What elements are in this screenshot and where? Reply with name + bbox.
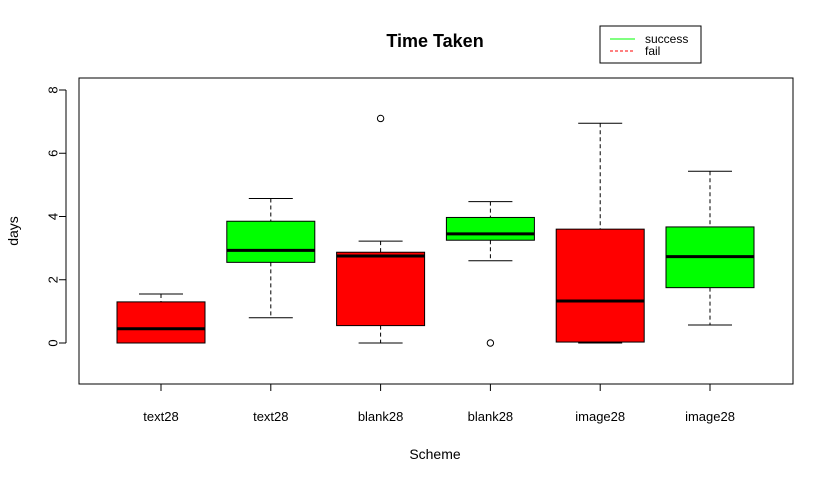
box-success-image28	[665, 170, 755, 326]
box-fail-text28	[116, 293, 206, 344]
x-tick-label: text28	[143, 409, 178, 424]
box-rect	[555, 228, 645, 343]
box-fail-blank28	[336, 114, 426, 344]
x-axis-label: Scheme	[409, 446, 461, 462]
y-tick-label: 6	[46, 150, 61, 157]
legend-label-fail: fail	[645, 44, 660, 58]
box-rect	[116, 301, 206, 344]
box-rect	[336, 251, 426, 327]
chart-title: Time Taken	[386, 31, 483, 51]
x-tick-label: image28	[685, 409, 735, 424]
x-tick-label: image28	[575, 409, 625, 424]
box-rect	[445, 216, 535, 241]
box-success-blank28	[445, 201, 535, 347]
y-axis-label: days	[5, 216, 21, 246]
box-rect	[226, 220, 316, 263]
x-tick-label: blank28	[468, 409, 514, 424]
boxes-group	[116, 114, 755, 347]
outlier-point	[376, 114, 385, 123]
box-success-text28	[226, 197, 316, 319]
box-fail-image28	[555, 122, 645, 344]
y-tick-label: 4	[46, 213, 61, 220]
y-axis: 0 2 4 6 8	[46, 86, 67, 347]
y-tick-label: 0	[46, 339, 61, 346]
outlier-point	[486, 339, 495, 347]
x-tick-label: text28	[253, 409, 288, 424]
legend-label-success: success	[645, 32, 688, 46]
y-tick-label: 2	[46, 276, 61, 283]
legend-box	[599, 25, 702, 64]
x-tick-label: blank28	[358, 409, 404, 424]
y-tick-label: 8	[46, 86, 61, 93]
x-axis: text28 text28 blank28 blank28 image28 image28	[143, 383, 735, 424]
